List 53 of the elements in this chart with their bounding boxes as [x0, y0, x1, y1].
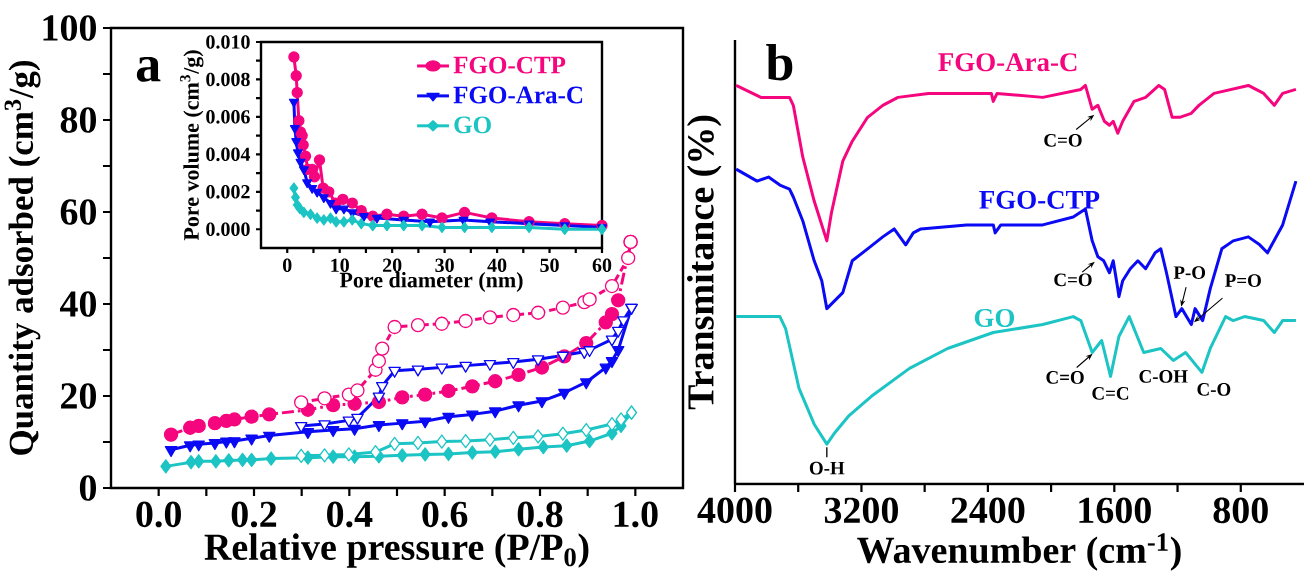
- annotation: C=O: [1054, 273, 1092, 287]
- x-tick-label: 0.6: [422, 501, 468, 528]
- x-tick-label: 0.2: [231, 501, 277, 528]
- y-tick-label: 0.004: [206, 147, 251, 162]
- annotation: C-OH: [1139, 370, 1188, 383]
- x-tick-label: 0.8: [517, 501, 563, 528]
- x-tick-label: 0.4: [327, 501, 373, 528]
- x-tick-label: 1600: [1079, 497, 1151, 524]
- x-tick-label: 2400: [951, 497, 1025, 524]
- x-tick-label: 800: [1213, 497, 1268, 524]
- annotation: C=O: [1046, 371, 1084, 384]
- text: b: [766, 43, 793, 81]
- y-tick-label: 0: [79, 475, 97, 501]
- series-label: FGO-Ara-C: [938, 53, 1077, 72]
- x-tick-label: 4000: [697, 497, 772, 524]
- series-label: FGO-CTP: [979, 190, 1100, 209]
- legend-label: FGO-CTP: [453, 56, 566, 74]
- y-axis-title: Pore volume (cm$^{3}$/g): [180, 50, 204, 241]
- y-tick-label: 40: [59, 291, 97, 317]
- y-tick-label: 0.000: [206, 222, 250, 237]
- y-tick-label: 0.008: [206, 72, 250, 87]
- series-label: GO: [974, 308, 1015, 327]
- x-axis-title: Wavenumber (cm$^{-1}$): [857, 533, 1181, 571]
- y-tick-label: 60: [60, 199, 97, 225]
- y-tick-label: 0.006: [206, 110, 250, 124]
- annotation: P=O: [1225, 274, 1261, 287]
- annotation: C=O: [1044, 133, 1082, 147]
- x-tick-label: 0.0: [136, 501, 181, 528]
- x-axis-title: Relative pressure (P/P$_{0}$): [204, 533, 589, 568]
- x-tick-label: 10: [331, 258, 349, 273]
- y-tick-label: 100: [43, 15, 97, 41]
- x-tick-label: 40: [487, 258, 507, 273]
- y-axis-title: Transmitance (%): [686, 115, 722, 410]
- annotation: P-O: [1173, 266, 1206, 279]
- legend-label: FGO-Ara-C: [453, 86, 583, 104]
- y-tick-label: 0.002: [206, 185, 250, 199]
- legend-label: GO: [454, 116, 491, 134]
- x-tick-label: 1.0: [614, 501, 658, 528]
- annotation: C=C: [1092, 387, 1129, 400]
- y-axis-title: Quantity adsorbed (cm$^{3}$/g): [4, 60, 41, 455]
- x-tick-label: 50: [540, 258, 559, 273]
- y-tick-label: 0.010: [206, 35, 250, 49]
- x-tick-label: 3200: [824, 497, 898, 524]
- x-tick-label: 0: [282, 258, 292, 273]
- annotation: a: [136, 56, 161, 82]
- y-tick-label: 20: [61, 383, 97, 409]
- x-tick-label: 20: [382, 258, 402, 273]
- y-tick-label: 80: [60, 107, 97, 133]
- x-tick-label: 30: [435, 258, 454, 273]
- annotation: O-H: [809, 461, 845, 475]
- annotation: C-O: [1197, 383, 1231, 396]
- x-tick-label: 60: [592, 258, 612, 273]
- x-axis-title: Pore diameter (nm): [339, 272, 523, 292]
